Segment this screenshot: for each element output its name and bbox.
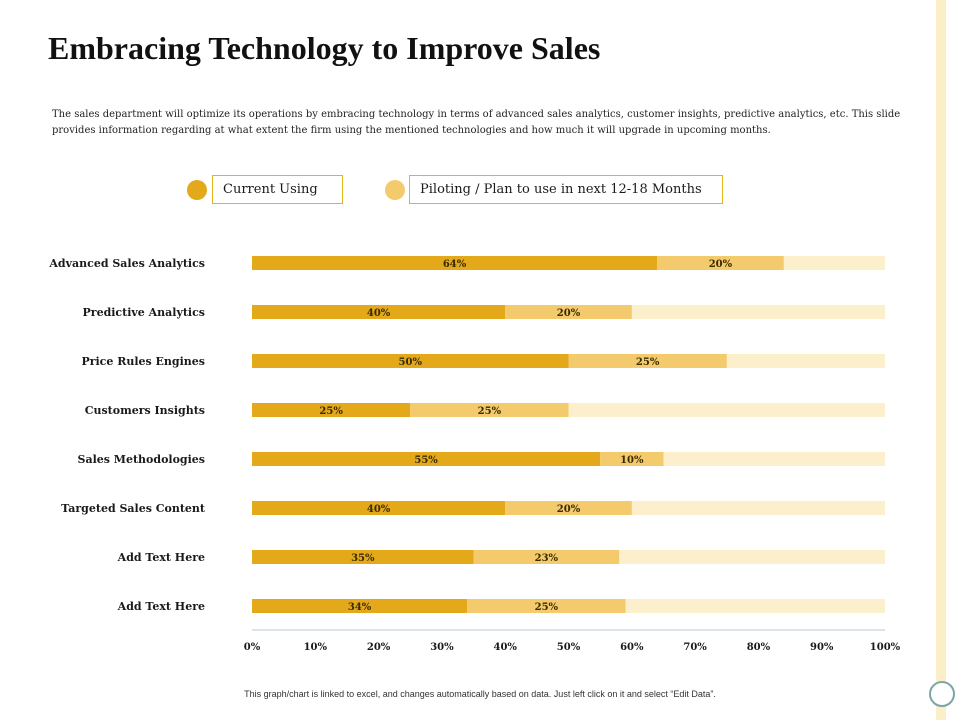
bar-current: [252, 501, 506, 515]
data-label-piloting: 10%: [620, 455, 644, 466]
category-label: Predictive Analytics: [83, 306, 206, 319]
page-title: Embracing Technology to Improve Sales: [48, 30, 601, 66]
bar-current: [252, 599, 468, 613]
data-label-current: 50%: [399, 357, 423, 368]
x-tick-label: 40%: [493, 642, 517, 653]
bar-current: [252, 452, 601, 466]
x-tick-label: 0%: [244, 642, 261, 653]
side-accent-strip: [936, 0, 946, 720]
category-label: Advanced Sales Analytics: [48, 257, 205, 270]
x-tick-label: 60%: [620, 642, 644, 653]
x-tick-label: 80%: [747, 642, 771, 653]
data-label-piloting: 25%: [535, 602, 559, 613]
data-label-current: 64%: [443, 259, 467, 270]
corner-badge-icon: [929, 681, 955, 707]
data-label-current: 35%: [351, 553, 375, 564]
bar-current: [252, 403, 411, 417]
footnote: This graph/chart is linked to excel, and…: [244, 689, 716, 699]
legend-piloting-label: Piloting / Plan to use in next 12-18 Mon…: [409, 175, 723, 204]
data-label-piloting: 23%: [535, 553, 559, 564]
x-tick-label: 20%: [367, 642, 391, 653]
x-tick-label: 30%: [430, 642, 454, 653]
bar-current: [252, 305, 506, 319]
bar-piloting: [410, 403, 569, 417]
x-tick-label: 90%: [810, 642, 834, 653]
data-label-piloting: 25%: [636, 357, 660, 368]
bar-piloting: [657, 256, 784, 270]
data-label-piloting: 25%: [478, 406, 502, 417]
data-label-piloting: 20%: [709, 259, 733, 270]
data-label-piloting: 20%: [557, 308, 581, 319]
data-label-current: 25%: [319, 406, 343, 417]
data-label-piloting: 20%: [557, 504, 581, 515]
bar-current: [252, 354, 569, 368]
bar-piloting: [467, 599, 626, 613]
x-tick-label: 100%: [870, 642, 901, 653]
x-tick-label: 50%: [557, 642, 581, 653]
bar-piloting: [568, 354, 727, 368]
bar-piloting: [505, 305, 632, 319]
category-label: Price Rules Engines: [81, 355, 205, 368]
bar-current: [252, 256, 658, 270]
category-label: Add Text Here: [117, 551, 205, 564]
data-label-current: 55%: [414, 455, 438, 466]
legend-current-dot: [187, 180, 207, 200]
legend-piloting-dot: [385, 180, 405, 200]
category-label: Sales Methodologies: [78, 453, 205, 466]
bar-piloting: [505, 501, 632, 515]
page-description: The sales department will optimize its o…: [52, 109, 901, 136]
bar-current: [252, 550, 474, 564]
category-label: Targeted Sales Content: [61, 502, 206, 515]
data-label-current: 40%: [367, 504, 391, 515]
data-label-current: 40%: [367, 308, 391, 319]
category-label: Add Text Here: [117, 600, 205, 613]
category-label: Customers Insights: [85, 404, 205, 417]
data-label-current: 34%: [348, 602, 372, 613]
bar-piloting: [473, 550, 620, 564]
legend-current-label: Current Using: [212, 175, 343, 204]
bar-piloting: [600, 452, 664, 466]
x-tick-label: 10%: [304, 642, 328, 653]
x-tick-label: 70%: [683, 642, 707, 653]
